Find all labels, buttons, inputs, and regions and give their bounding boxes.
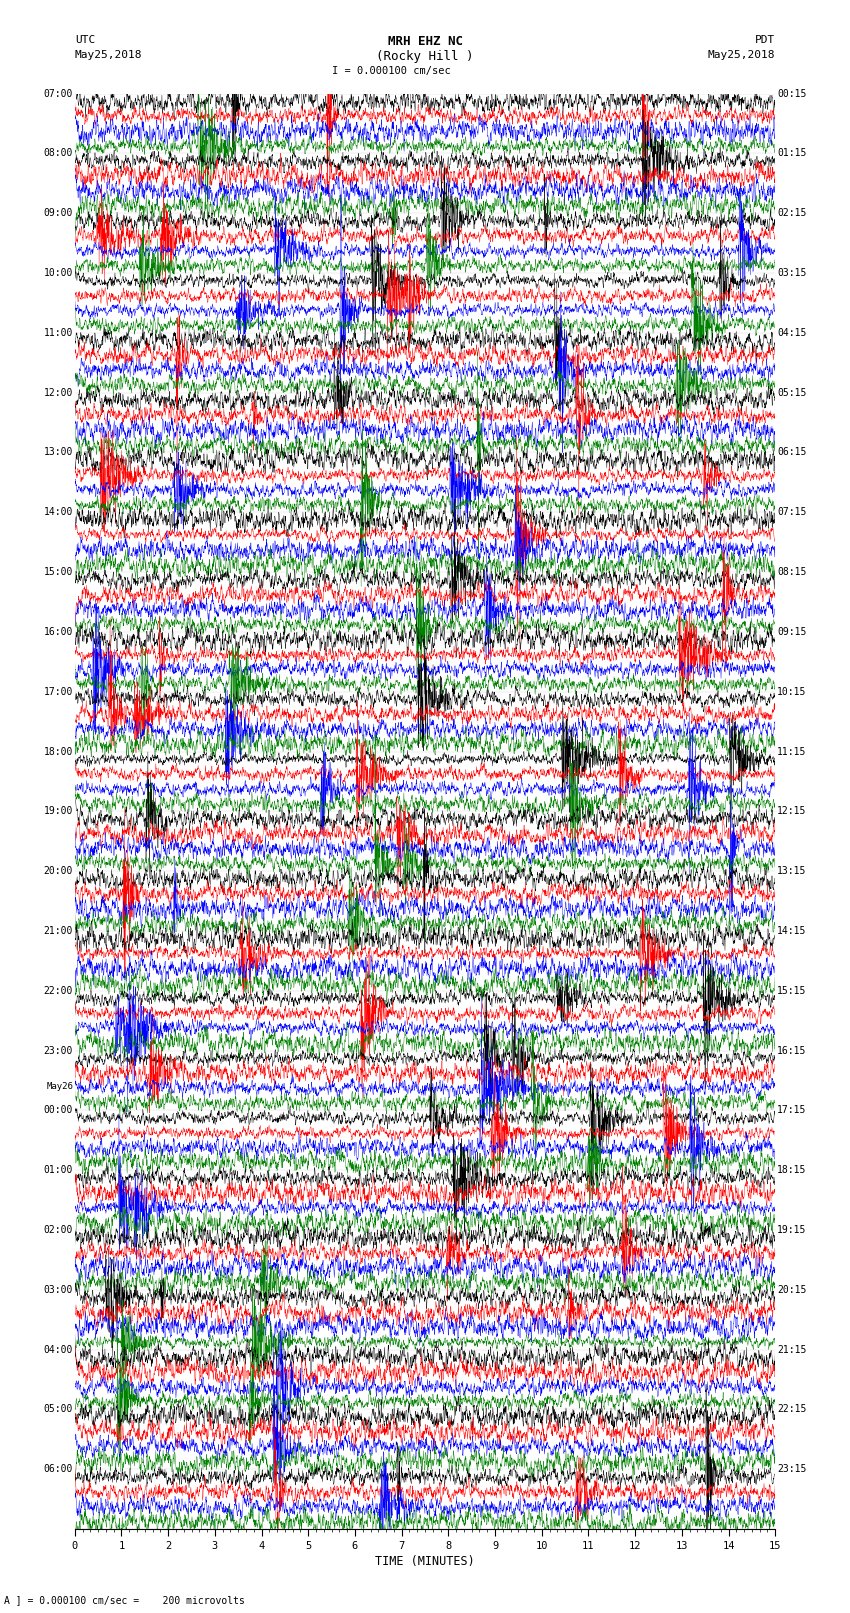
Text: 11:00: 11:00 (43, 327, 73, 337)
Text: 09:00: 09:00 (43, 208, 73, 218)
Text: 16:15: 16:15 (777, 1045, 807, 1055)
Text: PDT: PDT (755, 35, 775, 45)
Text: May26: May26 (46, 1082, 73, 1090)
Text: 21:15: 21:15 (777, 1345, 807, 1355)
Text: A ] = 0.000100 cm/sec =    200 microvolts: A ] = 0.000100 cm/sec = 200 microvolts (4, 1595, 245, 1605)
Text: UTC: UTC (75, 35, 95, 45)
Text: May25,2018: May25,2018 (708, 50, 775, 60)
Text: 05:15: 05:15 (777, 387, 807, 398)
Text: 18:00: 18:00 (43, 747, 73, 756)
Text: 08:00: 08:00 (43, 148, 73, 158)
Text: I = 0.000100 cm/sec: I = 0.000100 cm/sec (332, 66, 450, 76)
Text: 12:00: 12:00 (43, 387, 73, 398)
Text: 07:15: 07:15 (777, 506, 807, 518)
Text: 13:00: 13:00 (43, 447, 73, 458)
Text: 12:15: 12:15 (777, 806, 807, 816)
Text: 10:15: 10:15 (777, 687, 807, 697)
Text: 00:00: 00:00 (43, 1105, 73, 1116)
Text: 02:00: 02:00 (43, 1224, 73, 1236)
Text: 23:15: 23:15 (777, 1465, 807, 1474)
Text: 15:15: 15:15 (777, 986, 807, 995)
Text: 04:00: 04:00 (43, 1345, 73, 1355)
Text: 14:15: 14:15 (777, 926, 807, 936)
Text: 01:00: 01:00 (43, 1165, 73, 1176)
Text: 22:00: 22:00 (43, 986, 73, 995)
Text: 19:15: 19:15 (777, 1224, 807, 1236)
Text: 10:00: 10:00 (43, 268, 73, 277)
Text: (Rocky Hill ): (Rocky Hill ) (377, 50, 473, 63)
Text: 17:00: 17:00 (43, 687, 73, 697)
Text: 09:15: 09:15 (777, 627, 807, 637)
Text: 03:00: 03:00 (43, 1286, 73, 1295)
Text: 06:00: 06:00 (43, 1465, 73, 1474)
Text: MRH EHZ NC: MRH EHZ NC (388, 35, 462, 48)
Text: 18:15: 18:15 (777, 1165, 807, 1176)
Text: 00:15: 00:15 (777, 89, 807, 98)
Text: 16:00: 16:00 (43, 627, 73, 637)
Text: 14:00: 14:00 (43, 506, 73, 518)
Text: 05:00: 05:00 (43, 1405, 73, 1415)
Text: 20:15: 20:15 (777, 1286, 807, 1295)
Text: 13:15: 13:15 (777, 866, 807, 876)
Text: 20:00: 20:00 (43, 866, 73, 876)
Text: 17:15: 17:15 (777, 1105, 807, 1116)
Text: 04:15: 04:15 (777, 327, 807, 337)
Text: 07:00: 07:00 (43, 89, 73, 98)
Text: May25,2018: May25,2018 (75, 50, 142, 60)
Text: 08:15: 08:15 (777, 568, 807, 577)
Text: 22:15: 22:15 (777, 1405, 807, 1415)
X-axis label: TIME (MINUTES): TIME (MINUTES) (375, 1555, 475, 1568)
Text: 02:15: 02:15 (777, 208, 807, 218)
Text: 19:00: 19:00 (43, 806, 73, 816)
Text: 21:00: 21:00 (43, 926, 73, 936)
Text: 06:15: 06:15 (777, 447, 807, 458)
Text: 11:15: 11:15 (777, 747, 807, 756)
Text: 03:15: 03:15 (777, 268, 807, 277)
Text: 23:00: 23:00 (43, 1045, 73, 1055)
Text: 15:00: 15:00 (43, 568, 73, 577)
Text: 01:15: 01:15 (777, 148, 807, 158)
